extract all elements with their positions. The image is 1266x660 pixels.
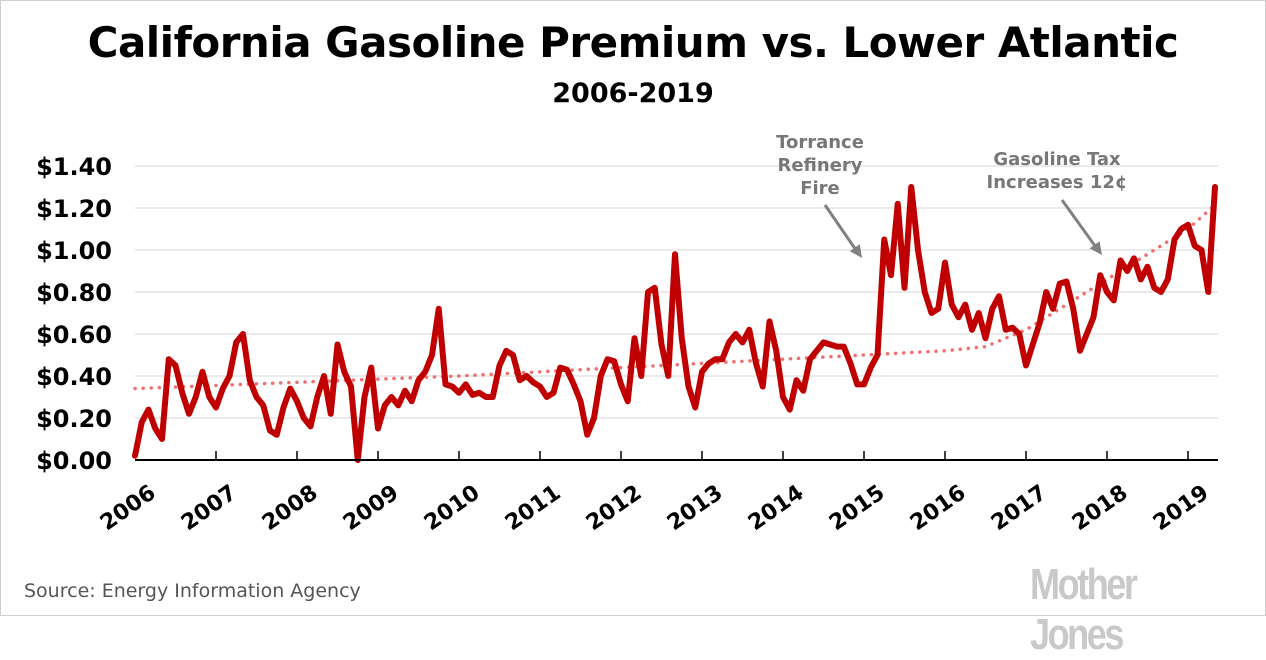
y-tick-label: $0.20: [36, 405, 112, 433]
x-tick-label: 2018: [1068, 480, 1132, 536]
x-axis: 2006 2007 2008 2009 2010 2011 2012 2013 2014 2015…: [96, 451, 1218, 536]
annotation-arrow-shaft: [1060, 199, 1100, 251]
x-tick-label: 2013: [663, 480, 727, 536]
annotation-text: Increases 12¢: [987, 172, 1128, 193]
y-axis-ticks: $0.00 $0.20 $0.40 $0.60 $0.80 $1.00 $1.20 $1.40: [36, 153, 112, 475]
trend-line-dotted: [133, 202, 1219, 391]
x-tick-label: 2009: [339, 480, 403, 536]
chart-title: California Gasoline Premium vs. Lower At…: [87, 18, 1179, 67]
source-note: Source: Energy Information Agency: [24, 580, 361, 602]
chart-svg: $0.00 $0.20 $0.40 $0.60 $0.80 $1.00 $1.20 $1.40…: [36, 132, 1219, 536]
x-tick-label: 2007: [177, 480, 241, 536]
x-tick-label: 2012: [582, 480, 646, 536]
y-tick-label: $0.80: [36, 279, 112, 307]
trend-line: [133, 202, 1219, 391]
annotation-text: Gasoline Tax: [993, 149, 1121, 170]
annotation-arrow-head: [849, 244, 862, 258]
publisher-logo: Mother Jones: [1030, 560, 1138, 659]
y-tick-label: $0.40: [36, 363, 112, 391]
x-tick-label: 2010: [420, 480, 484, 536]
x-tick-label: 2016: [906, 480, 970, 536]
y-tick-label: $0.00: [36, 447, 112, 475]
y-tick-label: $1.20: [36, 195, 112, 223]
y-tick-label: $0.60: [36, 321, 112, 349]
annotation-arrow-head: [1089, 241, 1102, 255]
series-line: [132, 184, 1218, 463]
chart-subtitle: 2006-2019: [552, 78, 714, 109]
annotation-text: Fire: [800, 178, 840, 199]
annotation-text: Torrance: [776, 132, 864, 153]
series-line-premium: [132, 184, 1218, 463]
annotation-arrow-shaft: [823, 204, 860, 254]
y-tick-label: $1.00: [36, 237, 112, 265]
x-tick-label: 2008: [258, 480, 322, 536]
annotation-text: Refinery: [777, 155, 862, 176]
y-tick-label: $1.40: [36, 153, 112, 181]
x-tick-label: 2019: [1149, 480, 1213, 536]
x-tick-label: 2014: [744, 480, 808, 536]
x-tick-label: 2006: [96, 480, 160, 536]
x-tick-label: 2017: [987, 480, 1051, 536]
x-tick-label: 2011: [501, 480, 565, 536]
x-tick-label: 2015: [825, 480, 889, 536]
